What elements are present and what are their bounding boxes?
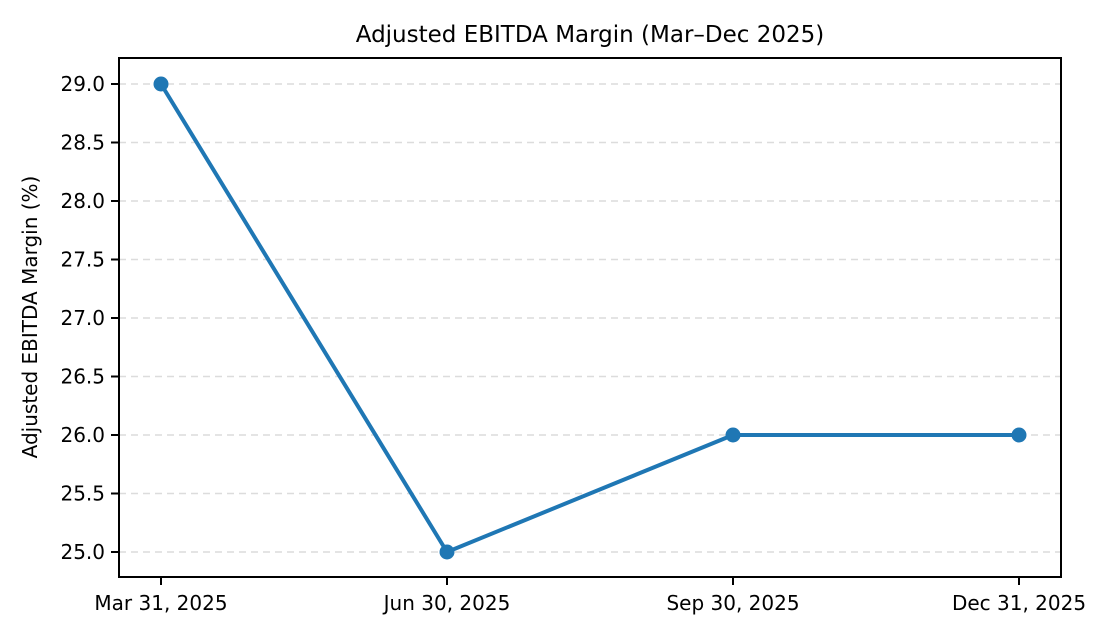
x-tick-label: Mar 31, 2025: [94, 591, 227, 615]
series-line: [159, 82, 1021, 554]
data-point: [153, 76, 169, 92]
y-tick-label: 28.0: [60, 189, 105, 213]
y-tick-label: 27.0: [60, 306, 105, 330]
data-point: [1011, 427, 1027, 443]
x-tick-label: Dec 31, 2025: [952, 591, 1086, 615]
y-tick-label: 25.0: [60, 540, 105, 564]
x-tick-label: Sep 30, 2025: [666, 591, 799, 615]
y-tick-label: 27.5: [60, 248, 105, 272]
data-point: [439, 544, 455, 560]
y-tick-label: 25.5: [60, 482, 105, 506]
y-tick-label: 29.0: [60, 72, 105, 96]
x-tick-label: Jun 30, 2025: [382, 591, 511, 615]
chart-title: Adjusted EBITDA Margin (Mar–Dec 2025): [355, 22, 825, 48]
y-tick-label: 26.0: [60, 423, 105, 447]
y-tick-label: 26.5: [60, 365, 105, 389]
data-point: [725, 427, 741, 443]
y-tick-label: 28.5: [60, 131, 105, 155]
